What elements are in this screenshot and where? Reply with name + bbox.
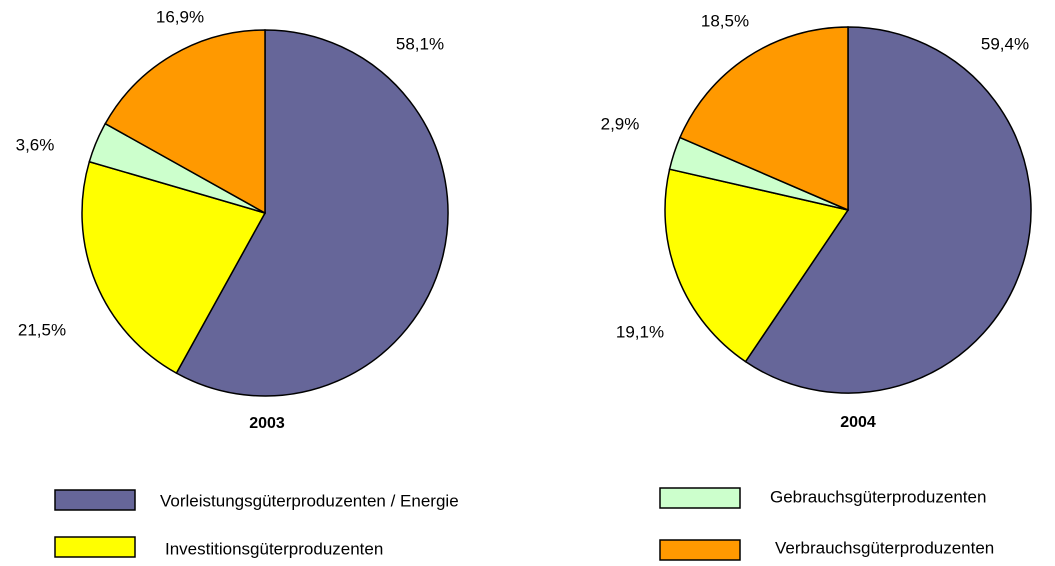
data-label: 19,1%	[616, 322, 664, 341]
legend-swatch	[54, 536, 136, 558]
data-label: 3,6%	[16, 135, 55, 154]
legend-swatch	[54, 489, 136, 511]
data-label: 59,4%	[981, 34, 1029, 53]
data-label: 18,5%	[701, 11, 749, 30]
pie-slice: Investitionsgüterproduzenten	[664, 168, 850, 363]
legend-label: Investitionsgüterproduzenten	[165, 539, 383, 558]
data-label: 16,9%	[156, 7, 204, 26]
pie-slice: Vorleistungsgüterproduzenten / Energie	[744, 26, 1032, 394]
chart-title: 2004	[840, 414, 876, 431]
data-label: 2,9%	[601, 114, 640, 133]
legend-swatch	[659, 539, 741, 561]
pie-slice: Verbrauchsgüterproduzenten	[104, 29, 266, 215]
chart-title: 2003	[249, 415, 285, 432]
data-label: 21,5%	[18, 320, 66, 339]
pie-slice: Investitionsgüterproduzenten	[81, 160, 267, 375]
legend-label: Gebrauchsgüterproduzenten	[770, 487, 986, 506]
legend-label: Verbrauchsgüterproduzenten	[775, 538, 994, 557]
pie-slice: Verbrauchsgüterproduzenten	[678, 26, 849, 212]
pie-slice: Vorleistungsgüterproduzenten / Energie	[175, 29, 449, 397]
data-label: 58,1%	[396, 34, 444, 53]
legend-swatch	[659, 487, 741, 509]
legend-label: Vorleistungsgüterproduzenten / Energie	[160, 491, 459, 510]
